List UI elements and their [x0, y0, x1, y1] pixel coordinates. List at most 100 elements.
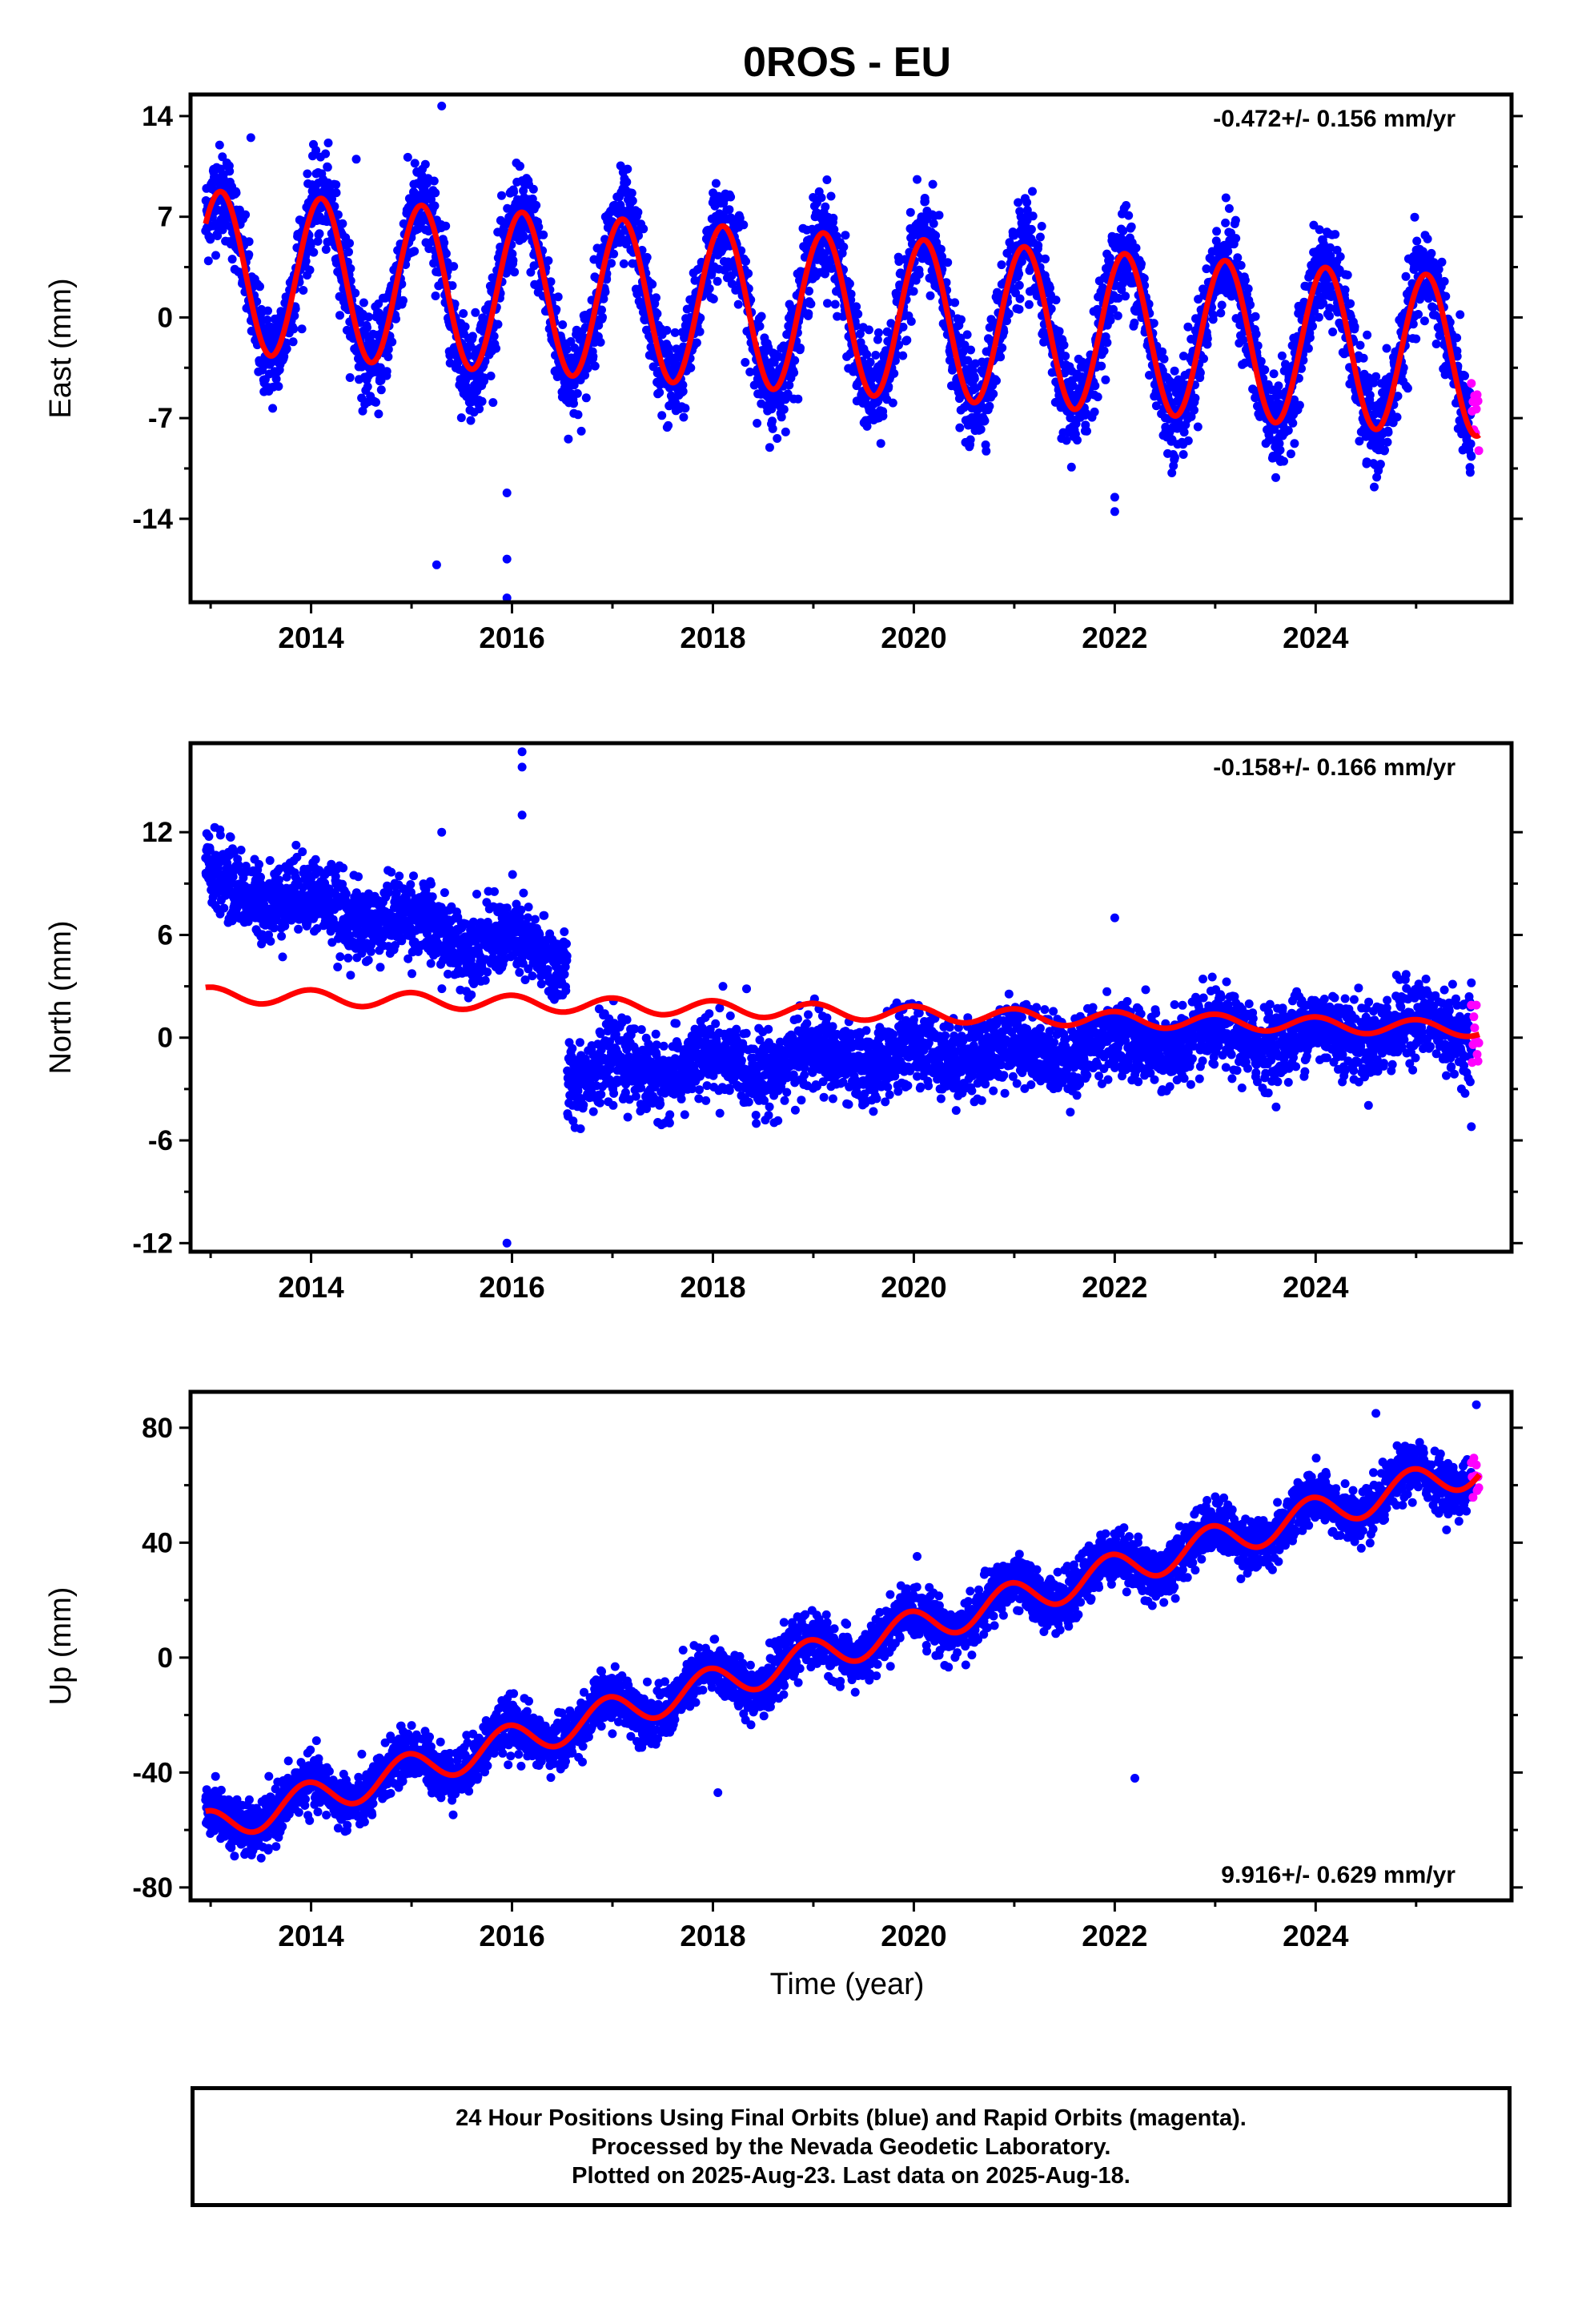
final-orbit-point — [1035, 232, 1045, 242]
final-orbit-point — [806, 300, 816, 308]
final-orbit-point — [628, 196, 637, 206]
final-orbit-point — [845, 279, 854, 288]
final-orbit-point — [1190, 405, 1199, 415]
final-orbit-point — [963, 356, 973, 365]
final-orbit-point — [639, 224, 648, 234]
final-orbit-point — [358, 406, 367, 416]
final-orbit-point — [1328, 328, 1338, 336]
final-orbit-point — [855, 329, 865, 339]
final-orbit-point — [652, 293, 661, 303]
final-orbit-point — [1465, 468, 1475, 477]
figure-title: 0ROS - EU — [743, 39, 951, 86]
final-orbit-point — [1423, 234, 1432, 243]
final-orbit-point — [255, 859, 263, 869]
final-orbit-point — [508, 255, 518, 265]
final-orbit-point — [713, 276, 722, 286]
final-orbit-point — [364, 312, 373, 322]
final-orbit-point — [539, 230, 548, 239]
final-orbit-point — [692, 338, 701, 348]
final-orbit-point — [564, 434, 573, 444]
final-orbit-point — [878, 412, 888, 420]
final-orbit-point — [331, 180, 341, 190]
final-orbit-point — [976, 424, 986, 434]
final-orbit-point — [695, 327, 705, 336]
final-orbit-point — [657, 411, 667, 420]
final-orbit-point — [884, 382, 893, 392]
final-orbit-point — [519, 186, 528, 195]
final-orbit-point — [303, 169, 312, 179]
final-orbit-point — [1082, 426, 1091, 436]
final-orbit-point — [1288, 418, 1298, 428]
final-orbit-point — [823, 299, 832, 308]
final-orbit-point — [1179, 428, 1189, 437]
final-orbit-point — [1439, 276, 1449, 286]
final-orbit-point — [902, 336, 912, 345]
rapid-orbit-point — [1473, 396, 1483, 406]
final-orbit-point — [445, 358, 455, 368]
final-orbit-point — [744, 269, 753, 278]
final-orbit-point — [1099, 346, 1109, 356]
final-orbit-point — [607, 259, 616, 268]
final-orbit-point — [1380, 445, 1389, 455]
final-orbit-point — [1431, 340, 1441, 348]
final-orbit-point — [488, 398, 498, 408]
final-orbit-point — [1093, 392, 1102, 402]
final-orbit-point — [804, 309, 813, 319]
final-orbit-point — [492, 344, 501, 353]
final-orbit-point — [992, 376, 1001, 385]
final-orbit-point — [508, 249, 517, 259]
final-orbit-point — [532, 200, 541, 210]
final-orbit-point — [562, 345, 572, 354]
final-orbit-point — [569, 399, 578, 408]
final-orbit-point — [955, 423, 965, 432]
final-orbit-point — [950, 298, 960, 308]
final-orbit-point — [789, 368, 799, 377]
final-orbit-point — [510, 267, 520, 277]
final-orbit-point — [1126, 222, 1136, 231]
final-orbit-point — [345, 373, 355, 382]
final-orbit-point — [376, 385, 386, 395]
final-orbit-point — [841, 231, 850, 240]
final-orbit-point — [741, 256, 750, 266]
final-orbit-point — [552, 304, 561, 314]
final-orbit-point — [371, 397, 380, 407]
final-orbit-point — [236, 846, 246, 854]
final-orbit-point — [274, 382, 283, 391]
final-orbit-point — [445, 351, 455, 360]
final-orbit-point — [966, 345, 975, 355]
final-orbit-point — [905, 207, 915, 217]
final-orbit-point — [493, 320, 503, 329]
outlier-point — [432, 560, 441, 569]
final-orbit-point — [430, 201, 440, 211]
final-orbit-point — [839, 242, 849, 251]
final-orbit-point — [333, 210, 343, 219]
final-orbit-point — [546, 277, 556, 287]
final-orbit-point — [431, 188, 440, 198]
final-orbit-point — [830, 300, 840, 309]
final-orbit-point — [1456, 310, 1465, 320]
final-orbit-point — [448, 281, 457, 291]
final-orbit-point — [1212, 227, 1222, 236]
final-orbit-point — [1170, 452, 1179, 462]
final-orbit-point — [420, 159, 430, 169]
final-orbit-point — [745, 368, 755, 376]
final-orbit-point — [323, 163, 332, 172]
final-orbit-point — [1314, 312, 1323, 322]
final-orbit-point — [1061, 352, 1070, 361]
final-orbit-point — [929, 219, 938, 228]
final-orbit-point — [225, 167, 235, 176]
final-orbit-point — [678, 387, 688, 396]
final-orbit-point — [1412, 236, 1422, 246]
final-orbit-point — [1233, 253, 1243, 263]
final-orbit-point — [757, 312, 766, 321]
final-orbit-point — [962, 330, 972, 340]
final-orbit-point — [821, 269, 829, 279]
final-orbit-point — [1183, 322, 1193, 332]
final-orbit-point — [278, 952, 287, 962]
final-orbit-point — [733, 300, 743, 309]
final-orbit-point — [327, 195, 336, 203]
final-orbit-point — [1305, 333, 1315, 343]
rapid-orbit-point — [1472, 404, 1481, 414]
x-tick-label: 2020 — [881, 621, 946, 654]
final-orbit-point — [805, 287, 813, 296]
